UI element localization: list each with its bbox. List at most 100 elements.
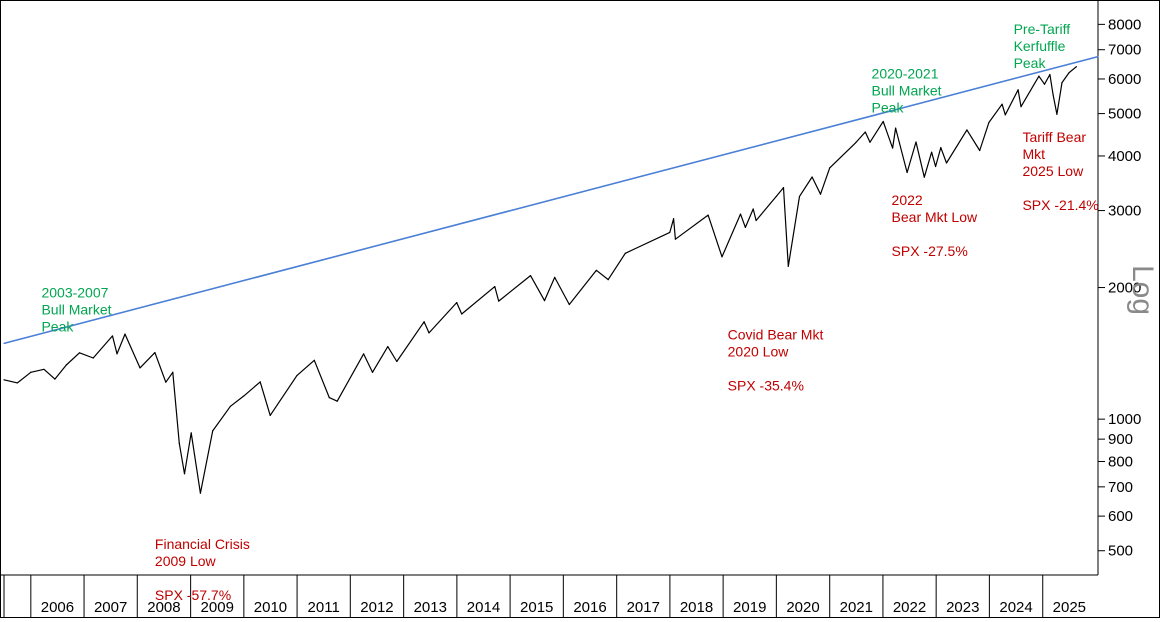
x-tick-label: 2024 xyxy=(999,599,1032,616)
price-point xyxy=(782,186,785,189)
annotation-text: 2020-2021 Bull Market Peak xyxy=(872,66,942,116)
price-point xyxy=(869,141,871,143)
price-point xyxy=(934,165,937,168)
price-point xyxy=(915,141,917,143)
price-point xyxy=(1049,73,1051,76)
price-point xyxy=(396,360,398,363)
price-point xyxy=(895,127,897,129)
price-point xyxy=(498,300,500,302)
annotation-text: Financial Crisis 2009 Low SPX -57.7% xyxy=(155,536,250,603)
price-point xyxy=(607,279,609,281)
price-point xyxy=(1038,75,1040,77)
price-point xyxy=(1004,114,1006,116)
y-tick-label: 2000 xyxy=(1108,280,1141,297)
price-point xyxy=(1061,82,1063,84)
y-tick-label: 1000 xyxy=(1108,411,1141,428)
x-tick-label: 2009 xyxy=(201,599,234,616)
price-point xyxy=(1056,113,1058,115)
trendline xyxy=(3,55,1099,345)
price-point xyxy=(595,269,598,271)
annotation-line: Kerfuffle xyxy=(1014,38,1066,54)
price-point xyxy=(906,171,908,174)
price-point xyxy=(183,473,186,475)
annotation-line xyxy=(155,570,159,586)
price-point xyxy=(529,274,532,277)
price-point xyxy=(744,226,747,229)
price-point xyxy=(543,300,546,302)
price-point xyxy=(387,346,389,348)
annotation-line xyxy=(728,361,732,377)
price-point xyxy=(1075,66,1078,68)
y-tick-label: 5000 xyxy=(1108,106,1141,123)
y-tick-label: 900 xyxy=(1108,431,1133,448)
annotation-line: Peak xyxy=(1014,55,1047,71)
price-point xyxy=(568,303,570,306)
price-point xyxy=(269,414,271,416)
price-point xyxy=(371,371,374,373)
series-layer xyxy=(3,55,1099,494)
x-tick-label: 2012 xyxy=(360,599,393,616)
price-point xyxy=(313,359,315,361)
y-scale-label: Log xyxy=(1126,265,1159,315)
price-point xyxy=(428,332,430,334)
price-point xyxy=(124,333,126,335)
annotation-line: Covid Bear Mkt xyxy=(728,327,824,343)
price-point xyxy=(674,238,677,240)
x-tick-label: 2006 xyxy=(41,599,74,616)
trendline-point xyxy=(3,342,5,345)
annotation-line: 2009 Low xyxy=(155,553,217,569)
x-tick-label: 2025 xyxy=(1053,599,1086,616)
price-point xyxy=(362,353,365,355)
price-point xyxy=(30,371,32,373)
annotation-line: 2003-2007 xyxy=(41,284,108,300)
price-point xyxy=(882,120,884,123)
annotation-text: Tariff Bear Mkt 2025 Low SPX -21.4% xyxy=(1022,129,1098,213)
annotation-line: Peak xyxy=(41,318,74,334)
price-point xyxy=(1043,83,1046,85)
annotation-line: SPX -21.4% xyxy=(1022,197,1098,213)
annotation-line: 2025 Low xyxy=(1022,163,1084,179)
price-point xyxy=(1020,106,1022,108)
x-tick-label: 2008 xyxy=(147,599,180,616)
y-tick-label: 3000 xyxy=(1108,203,1141,220)
price-point xyxy=(891,147,894,149)
trendline-point xyxy=(1097,56,1099,58)
x-tick-label: 2010 xyxy=(254,599,287,616)
price-point xyxy=(923,176,925,178)
price-point xyxy=(1001,103,1003,105)
price-point xyxy=(669,231,671,234)
price-point xyxy=(739,213,742,215)
price-point xyxy=(798,195,801,198)
y-tick-label: 6000 xyxy=(1108,71,1141,88)
price-point xyxy=(979,149,981,152)
price-point xyxy=(190,432,192,434)
price-point xyxy=(92,357,94,359)
price-point xyxy=(165,381,167,383)
annotation-line: SPX -57.7% xyxy=(155,587,231,603)
price-point xyxy=(721,256,723,258)
x-tick-label: 2021 xyxy=(840,599,873,616)
price-point xyxy=(864,131,866,133)
price-point xyxy=(154,351,156,354)
price-point xyxy=(54,378,56,380)
annotation-line: 2020 Low xyxy=(728,344,790,360)
price-point xyxy=(212,430,214,432)
annotation-line: Pre-Tariff xyxy=(1014,21,1071,37)
price-point xyxy=(829,167,831,169)
x-tick-label: 2018 xyxy=(680,599,713,616)
y-tick-label: 4000 xyxy=(1108,148,1141,165)
annotation-line xyxy=(892,226,896,242)
price-point xyxy=(65,364,67,366)
price-point xyxy=(139,367,141,369)
annotation-line: SPX -27.5% xyxy=(892,243,968,259)
price-point xyxy=(775,195,777,198)
y-tick-label: 7000 xyxy=(1108,42,1141,59)
x-tick-label: 2022 xyxy=(893,599,926,616)
x-tick-label: 2014 xyxy=(467,599,500,616)
annotation-line: Peak xyxy=(872,100,905,116)
price-point xyxy=(755,219,757,222)
y-tick-label: 600 xyxy=(1108,508,1133,525)
x-tick-label: 2023 xyxy=(946,599,979,616)
annotation-text: Pre-Tariff Kerfuffle Peak xyxy=(1014,21,1071,71)
